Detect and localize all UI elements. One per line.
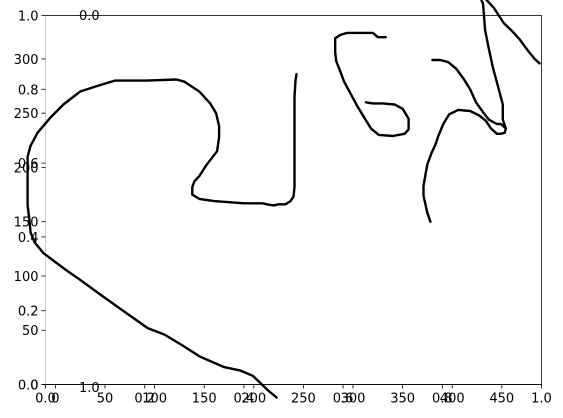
outer-x-tick-label: 0.0 [35, 392, 56, 407]
inner-x-tick-label: 450 [489, 392, 514, 407]
outer-y-tick-label: 0.0 [18, 379, 39, 394]
inner-y-tick-label: 250 [14, 107, 39, 122]
inner-y-tick-label: 100 [14, 270, 39, 285]
handwriting-strokes [26, 0, 541, 399]
handwriting-stroke-3 [422, 58, 507, 223]
outer-y-tick-label: 0.8 [18, 83, 39, 98]
handwriting-stroke-4 [480, 0, 541, 130]
inner-y-tick-label: 300 [14, 53, 39, 68]
outer-x-tick-label: 0.6 [333, 392, 354, 407]
inner-x-tick-label: 400 [440, 392, 465, 407]
inner-x-tick-label: 0 [51, 392, 59, 407]
outer-x-tick-label: 0.2 [134, 392, 155, 407]
inner-x-tick-label: 150 [192, 392, 217, 407]
inner-extra-label-top: 0.0 [79, 9, 100, 24]
outer-y-axis: 0.00.20.40.60.81.0 [18, 10, 46, 394]
outer-y-tick-label: 1.0 [18, 10, 39, 25]
outer-x-tick-label: 0.8 [432, 392, 453, 407]
outer-x-tick-label: 0.4 [234, 392, 255, 407]
inner-x-tick-label: 200 [241, 392, 266, 407]
inner-x-tick-label: 250 [291, 392, 316, 407]
inner-y-tick-label: 0 [30, 379, 38, 394]
inner-y-tick-label: 200 [14, 161, 39, 176]
inner-x-tick-label: 350 [390, 392, 415, 407]
outer-x-tick-label: 1.0 [531, 392, 552, 407]
outer-axes-frame [45, 15, 542, 385]
outer-x-axis: 0.0 0.2 0.4 0.6 0.8 1.0 [35, 384, 552, 407]
inner-y-tick-label: 150 [14, 216, 39, 231]
outer-y-tick-label: 0.2 [18, 305, 39, 320]
inner-y-axis: 0 50 100 150 200 250 300 [14, 53, 46, 394]
inner-x-tick-label: 300 [341, 392, 366, 407]
inner-x-tick-label: 100 [142, 392, 167, 407]
inner-extra-label-bottom: 1.0 [79, 381, 100, 396]
handwriting-stroke-2 [334, 31, 410, 138]
handwriting-stroke-1 [26, 72, 298, 399]
inner-y-tick-label: 50 [22, 324, 39, 339]
inner-x-tick-label: 50 [97, 392, 114, 407]
inner-x-axis: 0 50 100 150 200 250 300 350 400 450 [51, 384, 514, 407]
